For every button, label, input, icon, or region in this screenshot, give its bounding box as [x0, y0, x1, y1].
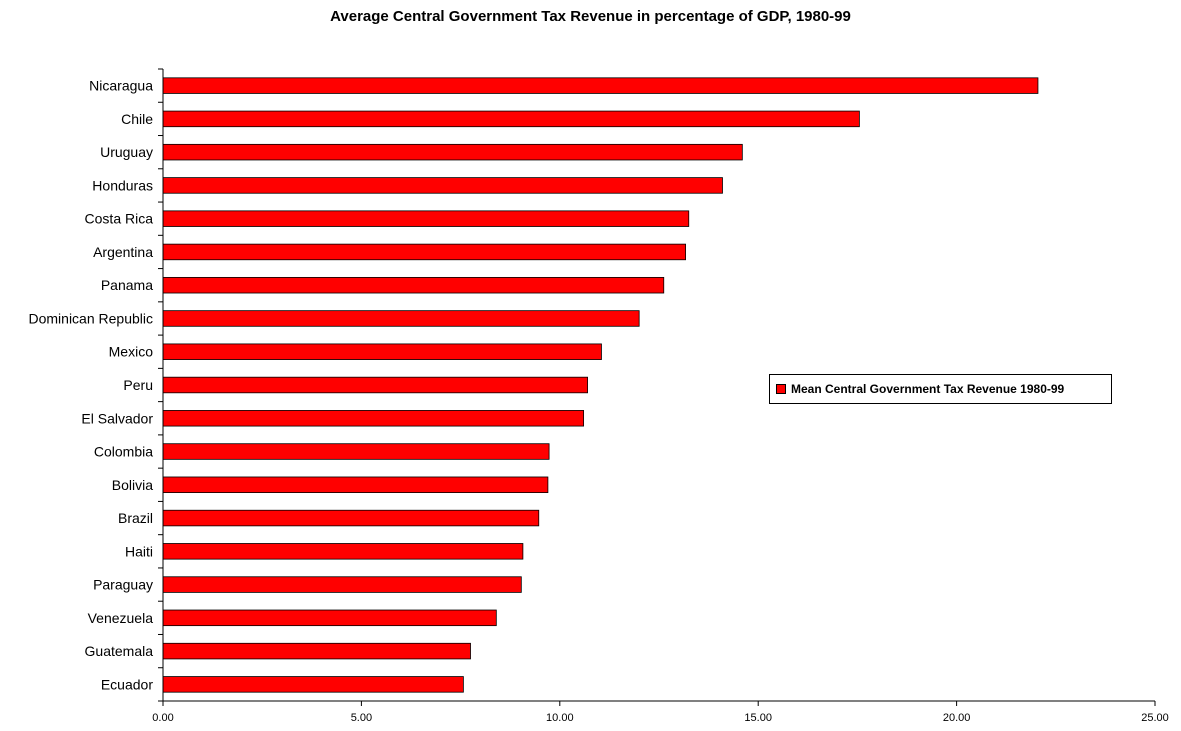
- bar: [162, 443, 550, 460]
- x-tick-label: 5.00: [351, 712, 372, 724]
- bar: [162, 676, 464, 693]
- bar: [162, 410, 585, 427]
- category-label: Argentina: [93, 244, 153, 260]
- bar: [162, 509, 540, 527]
- bar: [162, 376, 588, 394]
- bar: [162, 276, 665, 294]
- legend: Mean Central Government Tax Revenue 1980…: [769, 374, 1112, 404]
- x-tick-label: 15.00: [744, 712, 772, 724]
- labels-layer: Nicaragua Chile Uruguay Honduras Costa Rica A…: [28, 78, 1168, 724]
- bar: [162, 110, 860, 128]
- bar: [162, 343, 602, 360]
- category-label: Peru: [123, 377, 153, 393]
- category-label: Ecuador: [101, 676, 153, 692]
- bar: [162, 476, 549, 494]
- category-label: Dominican Republic: [28, 310, 153, 326]
- bar: [162, 642, 471, 660]
- category-label: Brazil: [118, 510, 153, 526]
- category-label: Paraguay: [93, 577, 153, 593]
- bar: [162, 609, 497, 627]
- bar: [162, 543, 524, 560]
- bar: [162, 177, 723, 194]
- category-label: Panama: [101, 277, 153, 293]
- category-label: Nicaragua: [89, 78, 153, 94]
- bar: [162, 310, 640, 327]
- category-label: Uruguay: [100, 144, 153, 160]
- category-label: Costa Rica: [85, 211, 154, 227]
- bars-layer: [162, 77, 1039, 693]
- category-label: Venezuela: [88, 610, 154, 626]
- x-tick-label: 20.00: [943, 712, 971, 724]
- bar: [162, 243, 686, 261]
- bar: [162, 77, 1039, 94]
- x-tick-label: 25.00: [1141, 712, 1169, 724]
- legend-swatch: [776, 384, 786, 394]
- x-tick-label: 10.00: [546, 712, 574, 724]
- category-label: El Salvador: [81, 410, 153, 426]
- category-label: Guatemala: [85, 643, 154, 659]
- category-label: Honduras: [92, 177, 153, 193]
- chart-title: Average Central Government Tax Revenue i…: [330, 8, 851, 25]
- category-label: Haiti: [125, 543, 153, 559]
- bar: [162, 143, 743, 161]
- bar: [162, 210, 690, 227]
- category-label: Mexico: [109, 344, 154, 360]
- legend-label: Mean Central Government Tax Revenue 1980…: [791, 382, 1065, 396]
- bar: [162, 576, 522, 593]
- axes-layer: [158, 68, 1156, 706]
- category-label: Chile: [121, 111, 153, 127]
- category-label: Bolivia: [112, 477, 153, 493]
- x-tick-label: 0.00: [152, 712, 173, 724]
- category-label: Colombia: [94, 444, 153, 460]
